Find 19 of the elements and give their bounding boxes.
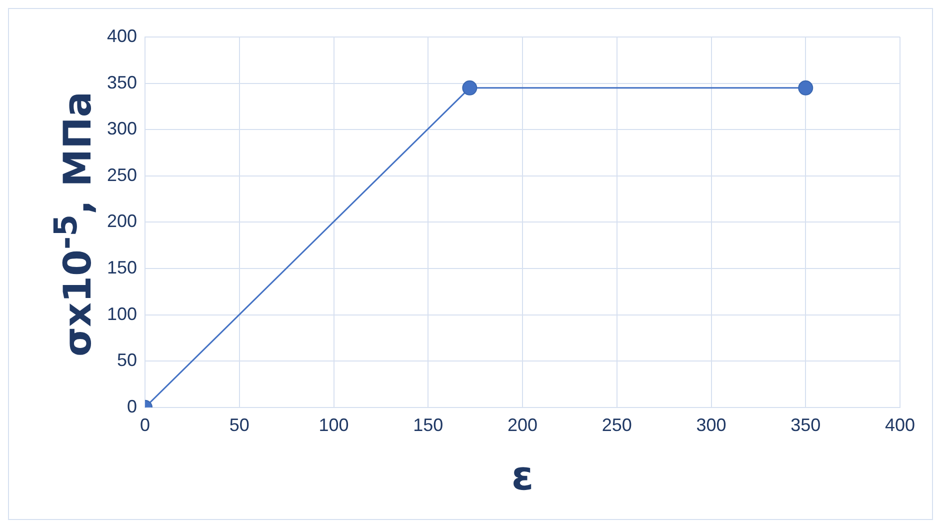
x-tick-label: 0 [140,415,150,436]
y-tick-label: 400 [106,26,138,46]
y-tick-label: 50 [117,350,138,370]
y-tick-label: 0 [127,396,138,416]
x-tick-label: 50 [229,415,250,436]
x-tick-label: 250 [602,415,632,436]
x-tick-label: 300 [696,415,726,436]
x-tick-label: 350 [790,415,821,436]
x-tick-label: 200 [507,415,538,436]
x-tick-label: 400 [884,415,916,436]
x-tick-label: 150 [413,415,444,436]
x-axis-title: ε [511,453,534,500]
y-tick-label: 250 [106,164,138,185]
x-tick-label: 100 [318,415,349,436]
y-tick-label: 300 [106,118,138,139]
y-tick-label: 150 [106,257,138,278]
y-tick-label: 100 [106,304,138,324]
y-tick-label: 200 [106,211,138,232]
y-tick-label: 350 [106,72,138,92]
